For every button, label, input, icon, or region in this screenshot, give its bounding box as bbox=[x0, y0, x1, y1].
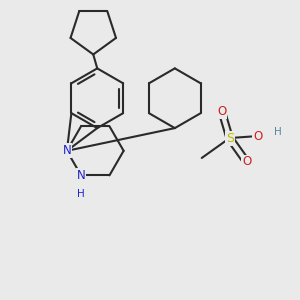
Text: H: H bbox=[274, 127, 281, 137]
Text: O: O bbox=[217, 105, 226, 118]
Text: S: S bbox=[226, 132, 234, 145]
Text: N: N bbox=[62, 144, 71, 157]
Text: H: H bbox=[77, 189, 85, 199]
Text: O: O bbox=[253, 130, 262, 142]
Text: O: O bbox=[242, 155, 251, 168]
Text: N: N bbox=[77, 169, 85, 182]
